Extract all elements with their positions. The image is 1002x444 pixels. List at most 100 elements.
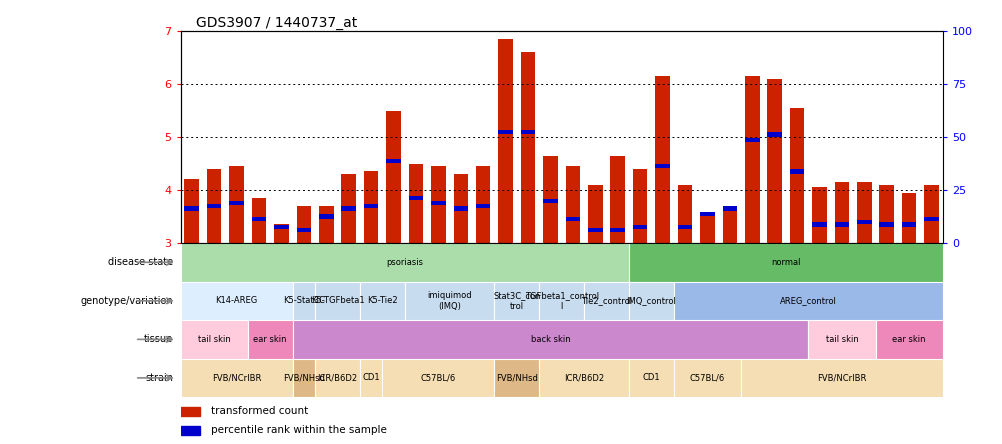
Bar [744, 76, 759, 243]
Text: back skin: back skin [530, 335, 570, 344]
Bar [879, 222, 893, 226]
Bar [184, 179, 198, 243]
Bar [498, 130, 512, 134]
Bar [206, 204, 221, 208]
Bar [293, 320, 808, 359]
Bar [767, 79, 782, 243]
Text: CD1: CD1 [362, 373, 380, 382]
Bar [699, 214, 714, 243]
Text: Stat3C_con
trol: Stat3C_con trol [493, 291, 540, 310]
Bar [180, 407, 199, 416]
Bar [677, 185, 691, 243]
Bar [274, 225, 289, 243]
Bar [408, 163, 423, 243]
Bar [364, 171, 378, 243]
Bar [360, 281, 405, 320]
Bar [180, 243, 628, 281]
Text: tail skin: tail skin [825, 335, 858, 344]
Bar [875, 320, 942, 359]
Bar [901, 193, 916, 243]
Bar [364, 204, 378, 208]
Text: psoriasis: psoriasis [386, 258, 423, 267]
Bar [628, 243, 942, 281]
Bar [789, 108, 804, 243]
Bar [229, 166, 243, 243]
Bar [315, 281, 360, 320]
Bar [539, 359, 628, 397]
Bar [834, 222, 849, 226]
Text: K5-Tie2: K5-Tie2 [367, 296, 397, 305]
Bar [583, 281, 628, 320]
Text: C57BL/6: C57BL/6 [689, 373, 724, 382]
Bar [274, 225, 289, 229]
Text: ICR/B6D2: ICR/B6D2 [317, 373, 357, 382]
Bar [382, 359, 494, 397]
Text: IMQ_control: IMQ_control [626, 296, 675, 305]
Bar [408, 196, 423, 200]
Bar [180, 426, 199, 435]
Bar [293, 281, 315, 320]
Text: CD1: CD1 [642, 373, 659, 382]
Bar [740, 359, 942, 397]
Bar [494, 281, 539, 320]
Bar [475, 166, 490, 243]
Bar [565, 217, 579, 221]
Text: K5-TGFbeta1: K5-TGFbeta1 [311, 296, 364, 305]
Bar [297, 228, 311, 232]
Text: ICR/B6D2: ICR/B6D2 [563, 373, 603, 382]
Text: FVB/NCrIBR: FVB/NCrIBR [211, 373, 261, 382]
Bar [721, 206, 736, 211]
Text: ear skin: ear skin [254, 335, 287, 344]
Bar [319, 206, 334, 243]
Bar [341, 206, 356, 211]
Bar [654, 76, 669, 243]
Bar [924, 185, 938, 243]
Bar [744, 138, 759, 142]
Text: tissue: tissue [143, 334, 172, 345]
Bar [206, 169, 221, 243]
Text: disease state: disease state [107, 257, 172, 267]
Text: FVB/NCrIBR: FVB/NCrIBR [817, 373, 866, 382]
Bar [386, 159, 401, 163]
Bar [587, 228, 602, 232]
Bar [360, 359, 382, 397]
Bar [475, 204, 490, 208]
Bar [812, 187, 826, 243]
Bar [628, 281, 673, 320]
Bar [539, 281, 583, 320]
Text: strain: strain [144, 373, 172, 383]
Text: K14-AREG: K14-AREG [215, 296, 258, 305]
Text: normal: normal [771, 258, 800, 267]
Bar [587, 185, 602, 243]
Bar [453, 174, 468, 243]
Text: genotype/variation: genotype/variation [80, 296, 172, 306]
Bar [808, 320, 875, 359]
Text: AREG_control: AREG_control [780, 296, 836, 305]
Bar [386, 111, 401, 243]
Text: TGFbeta1_control
l: TGFbeta1_control l [524, 291, 598, 310]
Bar [431, 201, 445, 206]
Bar [767, 132, 782, 136]
Bar [405, 281, 494, 320]
Text: C57BL/6: C57BL/6 [420, 373, 456, 382]
Text: GDS3907 / 1440737_at: GDS3907 / 1440737_at [195, 16, 357, 30]
Bar [341, 174, 356, 243]
Bar [924, 217, 938, 221]
Bar [498, 39, 512, 243]
Bar [252, 198, 266, 243]
Text: percentile rank within the sample: percentile rank within the sample [210, 425, 387, 435]
Text: FVB/NHsd: FVB/NHsd [283, 373, 325, 382]
Bar [812, 222, 826, 226]
Bar [654, 164, 669, 168]
Bar [293, 359, 315, 397]
Bar [610, 155, 624, 243]
Text: FVB/NHsd: FVB/NHsd [495, 373, 537, 382]
Bar [184, 206, 198, 211]
Text: imiquimod
(IMQ): imiquimod (IMQ) [427, 291, 471, 310]
Bar [543, 155, 557, 243]
Bar [856, 182, 871, 243]
Bar [180, 281, 293, 320]
Text: transformed count: transformed count [210, 406, 308, 416]
Bar [229, 201, 243, 206]
Bar [520, 130, 535, 134]
